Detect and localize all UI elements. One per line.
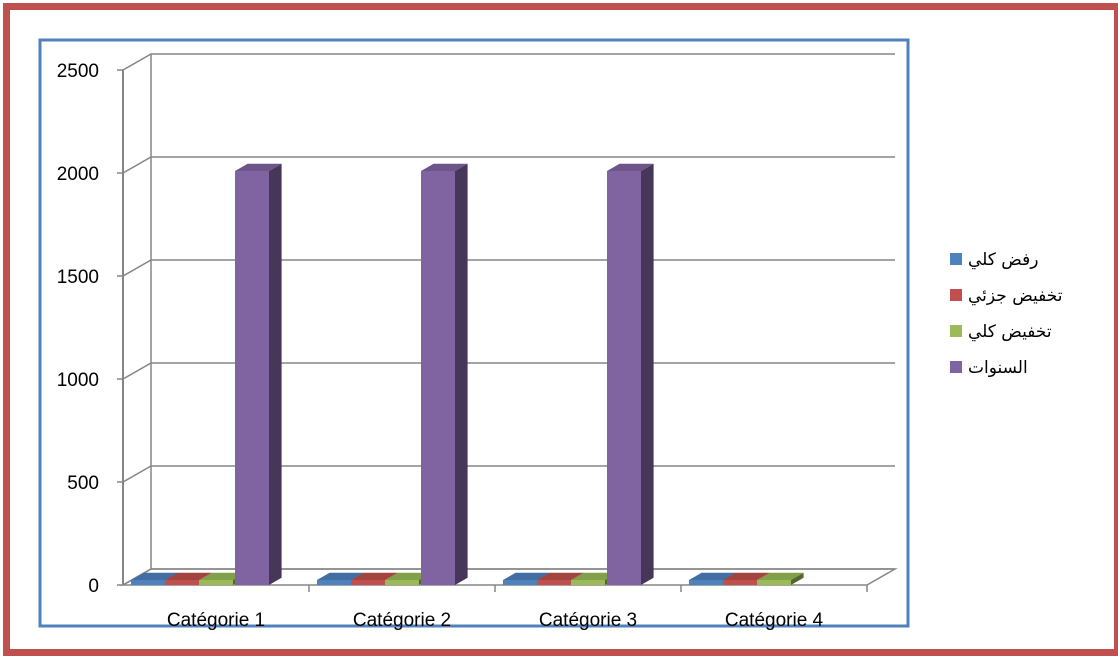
bar-side <box>455 163 468 586</box>
legend-swatch <box>950 325 962 337</box>
bar-front <box>607 170 641 585</box>
bar-top <box>723 572 770 580</box>
bar-top <box>199 572 246 580</box>
y-tick-label: 2500 <box>57 61 99 82</box>
bar <box>607 163 654 586</box>
bar-top <box>757 572 804 580</box>
x-tick-label: Catégorie 1 <box>167 610 265 631</box>
legend-item: تخفيض جزئي <box>950 286 1063 306</box>
bar <box>421 163 468 586</box>
x-axis: Catégorie 1 Catégorie 2 Catégorie 3 Catégor… <box>167 585 868 631</box>
legend-label: تخفيض كلي <box>968 322 1052 342</box>
legend-label: السنوات <box>968 358 1028 378</box>
bar-front <box>757 580 791 585</box>
bar-front <box>131 580 165 585</box>
gridlines <box>117 53 898 586</box>
bar-front <box>537 580 571 585</box>
bar-top <box>607 163 654 171</box>
x-tick-label: Catégorie 4 <box>725 610 824 631</box>
legend-item: رفض كلي <box>950 250 1038 270</box>
y-axis: 0 500 1000 1500 2000 2500 <box>57 61 99 597</box>
bar-top <box>385 572 432 580</box>
bar-top <box>165 572 212 580</box>
bar <box>757 572 804 585</box>
bar-top <box>689 572 736 580</box>
legend-swatch <box>950 361 962 373</box>
x-tick-label: Catégorie 3 <box>539 610 637 631</box>
chart-frame <box>3 3 1118 656</box>
bar-front <box>421 170 455 585</box>
plot-area-border <box>38 38 910 628</box>
legend-swatch <box>950 289 962 301</box>
bar-top <box>131 572 178 580</box>
bar-front <box>689 580 723 585</box>
bar-side <box>269 163 282 586</box>
legend-item: السنوات <box>950 358 1028 378</box>
legend-label: تخفيض جزئي <box>968 286 1063 306</box>
bar-top <box>421 163 468 171</box>
bar-front <box>571 580 605 585</box>
bar-top <box>571 572 618 580</box>
legend: رفض كلي تخفيض جزئي تخفيض كلي السنوات <box>950 250 1063 378</box>
bar-front <box>165 580 199 585</box>
bar-side <box>791 572 804 585</box>
y-tick-label: 2000 <box>57 164 99 185</box>
bar-front <box>503 580 537 585</box>
bar-front <box>723 580 757 585</box>
bar-top <box>537 572 584 580</box>
y-tick-label: 500 <box>67 473 99 494</box>
legend-label: رفض كلي <box>968 250 1038 270</box>
bar-front <box>351 580 385 585</box>
y-tick-label: 0 <box>88 576 99 597</box>
bar-front <box>199 580 233 585</box>
gridline <box>122 53 895 71</box>
bar-top <box>351 572 398 580</box>
y-tick-label: 1000 <box>57 370 99 391</box>
gridline <box>122 156 895 174</box>
legend-item: تخفيض كلي <box>950 322 1052 342</box>
bars <box>131 163 804 586</box>
bar <box>235 163 282 586</box>
bar-top <box>503 572 550 580</box>
x-tick-label: Catégorie 2 <box>353 610 451 631</box>
bar-front <box>317 580 351 585</box>
y-tick-label: 1500 <box>57 267 99 288</box>
bar-front <box>235 170 269 585</box>
legend-swatch <box>950 253 962 265</box>
bar-side <box>641 163 654 586</box>
bar-top <box>317 572 364 580</box>
bar-top <box>235 163 282 171</box>
bar-front <box>385 580 419 585</box>
